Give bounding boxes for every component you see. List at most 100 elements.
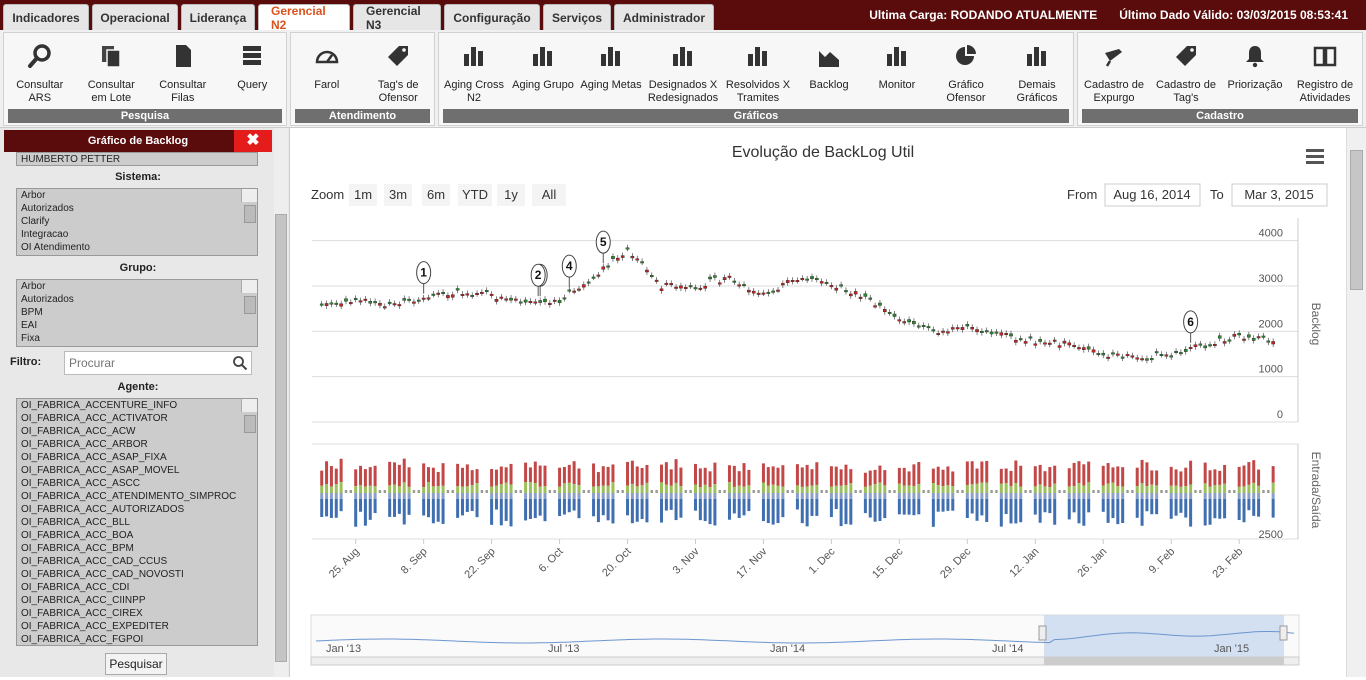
zoom-1m-button[interactable] (349, 184, 377, 206)
zoom-3m-button[interactable] (384, 184, 412, 206)
flag-marker[interactable] (416, 261, 432, 285)
zoom-1y-button[interactable] (497, 184, 525, 206)
tab-lideranca[interactable]: Liderança (181, 4, 255, 30)
zoom-YTD-button[interactable] (458, 184, 492, 206)
page-scrollbar[interactable] (1346, 128, 1366, 677)
navigator[interactable]: Jan '13 Jul '13 Jan '14 Jul '14 Jan '15 (310, 614, 1300, 666)
candle (805, 278, 809, 281)
list-item[interactable]: Arbor (21, 281, 46, 292)
close-icon[interactable]: ✖ (234, 130, 272, 152)
list-item[interactable]: OI Atendimento (21, 242, 90, 253)
list-item[interactable]: OI_FABRICA_ACC_ASAP_MOVEL (21, 465, 180, 476)
aging-cross-n2-button[interactable]: Aging Cross N2 (439, 33, 509, 111)
list-item[interactable]: OI_FABRICA_ACC_BOA (21, 530, 134, 541)
list-item[interactable]: Autorizados (21, 203, 74, 214)
flag-marker[interactable] (1183, 310, 1199, 334)
tab-operacional[interactable]: Operacional (92, 4, 178, 30)
consultar-filas-button[interactable]: Consultar Filas (147, 33, 219, 111)
list-item[interactable]: Clarify (21, 216, 50, 227)
list-item[interactable]: OI_FABRICA_ACC_ARBOR (21, 439, 148, 450)
saida-bar-2 (1203, 493, 1207, 499)
designados-x-redesignados-button[interactable]: Designados X Redesignados (645, 33, 721, 111)
candle (504, 298, 508, 301)
list-item[interactable]: EAI (21, 320, 38, 331)
cadastro-de-expurgo-button[interactable]: Cadastro de Expurgo (1078, 33, 1150, 111)
flag-marker[interactable] (595, 230, 611, 254)
candle (747, 289, 751, 293)
list-item[interactable]: OI_FABRICA_ACC_ASAP_FIXA (21, 452, 167, 463)
scroll-thumb[interactable] (275, 214, 287, 662)
list-item[interactable]: OI_FABRICA_ACC_CAD_CCUS (21, 556, 168, 567)
list-item[interactable]: OI_FABRICA_ACC_CIREX (21, 608, 143, 619)
list-item[interactable]: OI_FABRICA_ACC_ACW (21, 426, 136, 437)
list-item[interactable]: OI_FABRICA_ACC_BLL (21, 517, 130, 528)
tab-indicadores[interactable]: Indicadores (3, 4, 89, 30)
scrollbar[interactable] (241, 399, 257, 433)
list-item[interactable]: OI_FABRICA_ACC_ASCC (21, 478, 140, 489)
list-item[interactable]: BPM (21, 307, 43, 318)
candle (1261, 335, 1266, 338)
volume-bar (480, 490, 484, 493)
list-item[interactable]: OI_FABRICA_ACCENTURE_INFO (21, 400, 178, 411)
list-item[interactable]: OI_FABRICA_ACC_EXPEDITER (21, 621, 169, 632)
list-item[interactable]: OI_FABRICA_ACC_CAD_NOVOSTI (21, 569, 184, 580)
demais-graficos-button[interactable]: Demais Gráficos (1001, 33, 1073, 111)
search-icon[interactable] (232, 355, 248, 371)
registro-de-atividades-button[interactable]: Registro de Atividades (1288, 33, 1362, 111)
sistema-list[interactable]: Arbor Autorizados Clarify Integracao OI … (16, 188, 258, 256)
scrollbar[interactable] (241, 189, 257, 223)
consultar-ars-button[interactable]: Consultar ARS (4, 33, 76, 111)
list-item[interactable]: OI_FABRICA_ACC_CIINPP (21, 595, 146, 606)
list-item[interactable]: OI_FABRICA_ACC_FGPOI (21, 634, 144, 645)
query-button[interactable]: Query (219, 33, 287, 111)
panel-scrollbar[interactable] (274, 128, 288, 677)
agente-list[interactable]: OI_FABRICA_ACCENTURE_INFO OI_FABRICA_ACC_… (16, 398, 258, 646)
list-item[interactable]: OI_FABRICA_ACC_AUTORIZADOS (21, 504, 185, 515)
zoom-6m-button[interactable] (422, 184, 450, 206)
to-input[interactable] (1231, 183, 1328, 207)
list-item[interactable]: Arbor (21, 190, 46, 201)
list-item[interactable]: OI_FABRICA_ACC_ATENDIMENTO_SIMPROC (21, 491, 237, 502)
scrollbar[interactable] (241, 280, 257, 314)
flag-marker[interactable] (561, 254, 577, 278)
navigator-scroll-thumb[interactable] (1044, 657, 1284, 665)
aging-metas-button[interactable]: Aging Metas (577, 33, 645, 111)
scroll-thumb[interactable] (244, 296, 256, 314)
list-item[interactable]: OI_FABRICA_ACC_CDI (21, 582, 130, 593)
scroll-thumb[interactable] (244, 415, 256, 433)
monitor-button[interactable]: Monitor (863, 33, 931, 111)
zoom-All-button[interactable] (532, 184, 566, 206)
from-input[interactable] (1104, 183, 1201, 207)
resolvidos-x-tramites-button[interactable]: Resolvidos X Tramites (721, 33, 795, 111)
menu-icon[interactable] (1306, 149, 1324, 164)
navigator-selection[interactable] (1044, 615, 1284, 657)
tab-configuracao[interactable]: Configuração (444, 4, 540, 30)
scroll-thumb[interactable] (1350, 150, 1363, 290)
scroll-thumb[interactable] (244, 205, 256, 223)
list-item[interactable]: Fixa (21, 333, 40, 344)
flag-marker[interactable] (530, 263, 546, 287)
search-input[interactable] (64, 351, 252, 375)
list-item[interactable]: Autorizados (21, 294, 74, 305)
tags-de-ofensor-button[interactable]: Tag's de Ofensor (363, 33, 435, 111)
list-item[interactable]: Integracao (21, 229, 69, 240)
tab-gerencial-n2[interactable]: Gerencial N2 (258, 4, 350, 32)
pesquisar-button[interactable]: Pesquisar (105, 653, 167, 675)
aging-grupo-button[interactable]: Aging Grupo (509, 33, 577, 111)
navigator-handle-right[interactable] (1279, 625, 1288, 641)
navigator-handle-left[interactable] (1038, 625, 1047, 641)
tab-gerencial-n3[interactable]: Gerencial N3 (353, 4, 441, 32)
grupo-list[interactable]: Arbor Autorizados BPM EAI Fixa (16, 279, 258, 347)
tab-servicos[interactable]: Serviços (543, 4, 611, 30)
list-item[interactable]: OI_FABRICA_ACC_ACTIVATOR (21, 413, 168, 424)
farol-button[interactable]: Farol (291, 33, 363, 111)
consultar-em-lote-button[interactable]: Consultar em Lote (76, 33, 148, 111)
priorizacao-button[interactable]: Priorização (1222, 33, 1288, 111)
cadastro-de-tags-button[interactable]: Cadastro de Tag's (1150, 33, 1222, 111)
list-item[interactable]: OI_FABRICA_ACC_BPM (21, 543, 134, 554)
grafico-ofensor-button[interactable]: Gráfico Ofensor (931, 33, 1001, 111)
backlog-button[interactable]: Backlog (795, 33, 863, 111)
navigator-scrollbar[interactable] (310, 656, 1300, 666)
tab-administrador[interactable]: Administrador (614, 4, 714, 30)
previous-list-tail[interactable]: HUMBERTO PETTER (16, 152, 258, 166)
